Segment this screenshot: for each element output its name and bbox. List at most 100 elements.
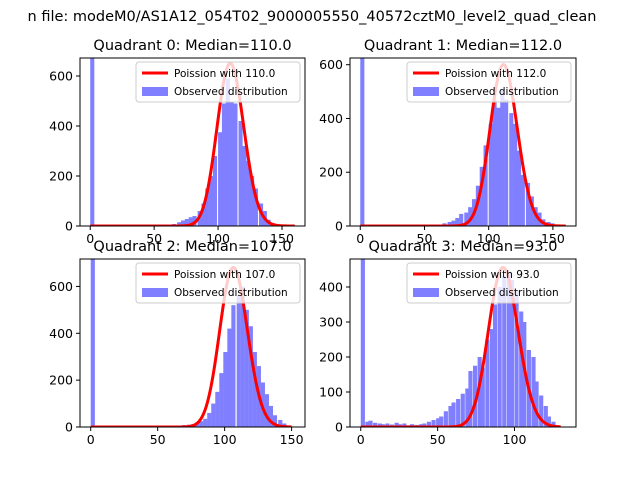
histogram-bar — [252, 352, 257, 427]
histogram-bar — [212, 156, 218, 226]
legend-entry: Observed distribution — [174, 287, 288, 299]
histogram-bar — [492, 99, 497, 226]
poisson-curve — [360, 266, 562, 427]
panel-title: Quadrant 2: Median=107.0 — [93, 239, 291, 255]
legend-entry: Observed distribution — [174, 86, 288, 98]
histogram-bar — [465, 388, 470, 427]
axes-frame — [79, 57, 306, 227]
y-tick-label: 200 — [49, 373, 73, 388]
histogram-bar — [229, 102, 234, 226]
legend-box — [406, 61, 572, 103]
panel-title: Quadrant 1: Median=112.0 — [364, 38, 562, 54]
x-tick-label: 0 — [356, 231, 364, 246]
histogram-bar — [180, 220, 186, 226]
x-tick-label: 50 — [430, 432, 446, 447]
legend-entry: Poission with 93.0 — [445, 269, 540, 281]
histogram-bar — [248, 326, 253, 427]
poisson-curve — [359, 63, 567, 226]
histogram-bar — [278, 419, 283, 427]
figure-suptitle: n file: modeM0/AS1A12_054T02_9000005550_… — [28, 9, 597, 25]
histogram-bar — [472, 365, 478, 427]
histogram-bar — [377, 423, 382, 427]
histogram-bar — [246, 161, 251, 226]
histogram-bar — [455, 217, 460, 226]
y-tick-label: 300 — [319, 315, 343, 330]
y-tick-label: 200 — [319, 165, 343, 180]
y-tick-label: 100 — [319, 385, 343, 400]
histogram-bar — [244, 309, 249, 427]
x-tick-label: 0 — [86, 231, 94, 246]
histogram-bar — [199, 421, 204, 427]
legend-entry: Poission with 110.0 — [174, 68, 275, 80]
histogram-bar — [529, 196, 534, 226]
legend-bar-swatch — [413, 87, 439, 96]
y-tick-label: 600 — [49, 69, 73, 84]
histogram-bar — [236, 295, 241, 427]
legend-bar-swatch — [413, 288, 439, 297]
histogram-bar — [497, 287, 502, 427]
histogram-bar — [539, 395, 544, 427]
x-tick-label: 50 — [417, 231, 433, 246]
histogram-bar — [516, 150, 522, 226]
histogram-bar — [233, 103, 238, 226]
histogram-bar — [531, 357, 536, 427]
x-tick-label: 100 — [206, 231, 230, 246]
legend-entry: Observed distribution — [445, 287, 559, 299]
histogram-bar — [272, 415, 278, 427]
axes-frame — [349, 258, 577, 428]
histogram-bar — [201, 203, 206, 226]
legend-entry: Poission with 107.0 — [174, 269, 275, 281]
histogram-bar — [250, 176, 255, 226]
histogram-bar — [509, 113, 514, 226]
histogram-bar — [402, 423, 407, 427]
histogram-bar — [238, 121, 243, 226]
x-tick-label: 0 — [87, 432, 95, 447]
histogram-bar — [90, 259, 95, 427]
histogram-bar — [231, 305, 236, 427]
y-tick-label: 400 — [49, 326, 73, 341]
legend: Poission with 110.0 Observed distribution — [135, 61, 301, 103]
y-tick-label: 600 — [319, 57, 343, 72]
histogram-bar — [207, 412, 212, 427]
histogram-bar — [500, 88, 505, 226]
histogram-bar — [203, 418, 208, 427]
histogram-bar — [492, 304, 498, 427]
quadrant-panel-0: Quadrant 0: Median=110.0 0 50 100 150 0 200 400… — [49, 38, 306, 246]
histogram-bar — [546, 416, 551, 427]
histogram-bar — [483, 145, 488, 226]
plot-area — [360, 259, 562, 427]
y-tick-label: 0 — [65, 420, 73, 435]
histogram-bar — [525, 182, 531, 226]
legend: Poission with 93.0 Observed distribution — [406, 262, 572, 304]
histogram-bar — [477, 357, 482, 427]
plot-area — [89, 58, 296, 226]
legend-entry: Poission with 112.0 — [445, 68, 546, 80]
histogram-bar — [456, 399, 461, 427]
histogram-bar — [439, 416, 444, 427]
histogram-bar — [464, 212, 469, 226]
histogram-bar — [443, 411, 448, 427]
histogram-bar — [480, 367, 485, 427]
histogram-bar — [534, 381, 539, 427]
y-tick-label: 400 — [319, 280, 343, 295]
histogram-bar — [514, 290, 519, 427]
y-tick-label: 0 — [335, 219, 343, 234]
histogram-bar — [385, 423, 390, 427]
x-tick-label: 100 — [213, 432, 237, 447]
histogram-bar — [177, 222, 182, 226]
histogram-bar — [551, 421, 556, 427]
histogram-bar — [426, 421, 432, 427]
histogram-bar — [360, 58, 365, 226]
histogram-bar — [513, 123, 518, 226]
histogram-bar — [506, 273, 511, 427]
histogram-bar — [188, 217, 193, 226]
y-tick-label: 200 — [319, 350, 343, 365]
histogram-bar — [479, 166, 484, 226]
histogram-bar — [488, 123, 493, 226]
histogram-bar — [459, 213, 464, 226]
panel-title: Quadrant 3: Median=93.0 — [369, 239, 558, 255]
axes-frame — [349, 57, 577, 227]
histogram-bar — [264, 394, 269, 427]
histogram-bar — [485, 339, 490, 427]
y-tick-label: 600 — [49, 279, 73, 294]
